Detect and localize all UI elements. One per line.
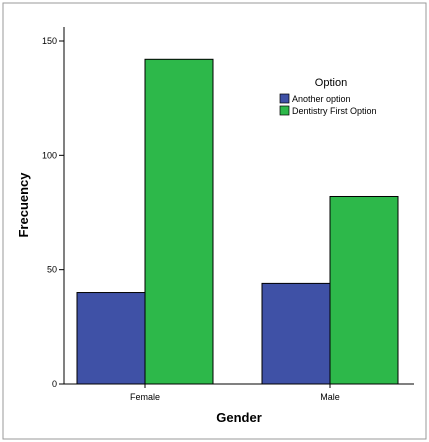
axes-group: Female Male 0 50 100 150 — [42, 27, 414, 402]
x-axis-label: Gender — [216, 410, 262, 425]
bar-male-dentistry-first-option — [329, 195, 399, 385]
y-axis-label: Frecuency — [16, 172, 31, 238]
bars-group — [76, 58, 399, 385]
bar-female-dentistry-first-option — [144, 58, 214, 385]
bar-female-another-option — [76, 292, 146, 385]
legend-swatch-another-option — [279, 93, 290, 104]
legend: Option Another option Dentistry First Op… — [279, 77, 377, 116]
y-tick-label: 50 — [47, 265, 57, 275]
legend-label-another-option: Another option — [292, 94, 351, 104]
legend-title: Option — [315, 77, 347, 89]
bar-male-another-option — [261, 282, 331, 385]
y-tick-label: 100 — [42, 150, 57, 160]
y-tick-label: 150 — [42, 36, 57, 46]
legend-swatch-dentistry-first-option — [279, 105, 290, 116]
y-tick-label: 0 — [52, 379, 57, 389]
x-tick-label: Female — [130, 392, 160, 402]
legend-label-dentistry-first-option: Dentistry First Option — [292, 106, 377, 116]
x-tick-label: Male — [320, 392, 340, 402]
